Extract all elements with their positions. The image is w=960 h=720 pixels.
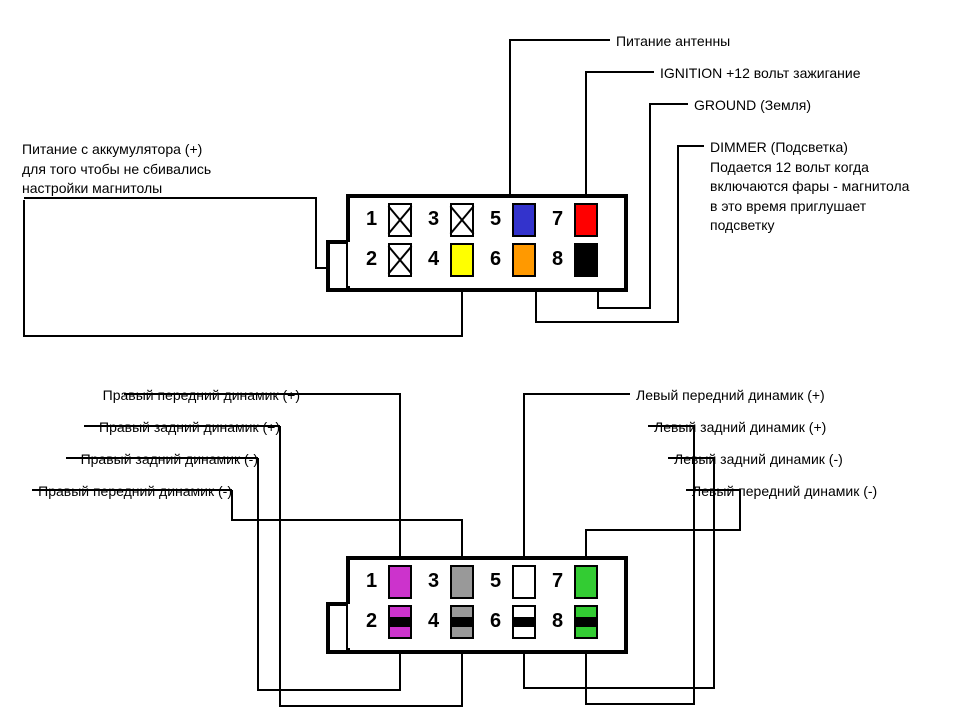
label-dimmer: DIMMER (Подсветка) Подается 12 вольт ког… xyxy=(710,138,909,236)
pin-A-4 xyxy=(450,243,474,277)
label-lr-plus: Левый задний динамик (+) xyxy=(654,418,826,438)
pin-B-7 xyxy=(574,565,598,599)
pin-B-2 xyxy=(388,605,412,639)
pin-number: 1 xyxy=(366,208,377,231)
pin-number: 5 xyxy=(490,570,501,593)
label-lf-plus: Левый передний динамик (+) xyxy=(636,386,825,406)
pin-number: 5 xyxy=(490,208,501,231)
pin-B-6 xyxy=(512,605,536,639)
pin-A-3 xyxy=(450,203,474,237)
pin-number: 4 xyxy=(428,610,439,633)
pin-number: 8 xyxy=(552,248,563,271)
label-rf-plus: Правый передний динамик (+) xyxy=(103,386,300,406)
pin-number: 3 xyxy=(428,570,439,593)
pin-number: 2 xyxy=(366,610,377,633)
pin-number: 6 xyxy=(490,610,501,633)
pin-number: 7 xyxy=(552,208,563,231)
label-rr-plus: Правый задний динамик (+) xyxy=(99,418,280,438)
pin-A-6 xyxy=(512,243,536,277)
pin-A-8 xyxy=(574,243,598,277)
label-antenna: Питание антенны xyxy=(616,32,730,52)
pin-B-8 xyxy=(574,605,598,639)
pin-B-3 xyxy=(450,565,474,599)
pin-A-2 xyxy=(388,243,412,277)
pin-number: 2 xyxy=(366,248,377,271)
label-battery: Питание с аккумулятора (+) для того чтоб… xyxy=(22,140,211,199)
label-lf-minus: Левый передний динамик (-) xyxy=(692,482,877,502)
pin-B-1 xyxy=(388,565,412,599)
pin-number: 8 xyxy=(552,610,563,633)
pin-number: 7 xyxy=(552,570,563,593)
wiring-svg xyxy=(0,0,960,720)
pin-B-4 xyxy=(450,605,474,639)
pin-number: 3 xyxy=(428,208,439,231)
pin-B-5 xyxy=(512,565,536,599)
label-ground: GROUND (Земля) xyxy=(694,96,811,116)
label-ignition: IGNITION +12 вольт зажигание xyxy=(660,64,861,84)
label-rr-minus: Правый задний динамик (-) xyxy=(81,450,258,470)
pin-number: 1 xyxy=(366,570,377,593)
pin-A-7 xyxy=(574,203,598,237)
label-rf-minus: Правый передний динамик (-) xyxy=(38,482,232,502)
label-lr-minus: Левый задний динамик (-) xyxy=(674,450,843,470)
pin-A-1 xyxy=(388,203,412,237)
pin-A-5 xyxy=(512,203,536,237)
pin-number: 4 xyxy=(428,248,439,271)
pin-number: 6 xyxy=(490,248,501,271)
